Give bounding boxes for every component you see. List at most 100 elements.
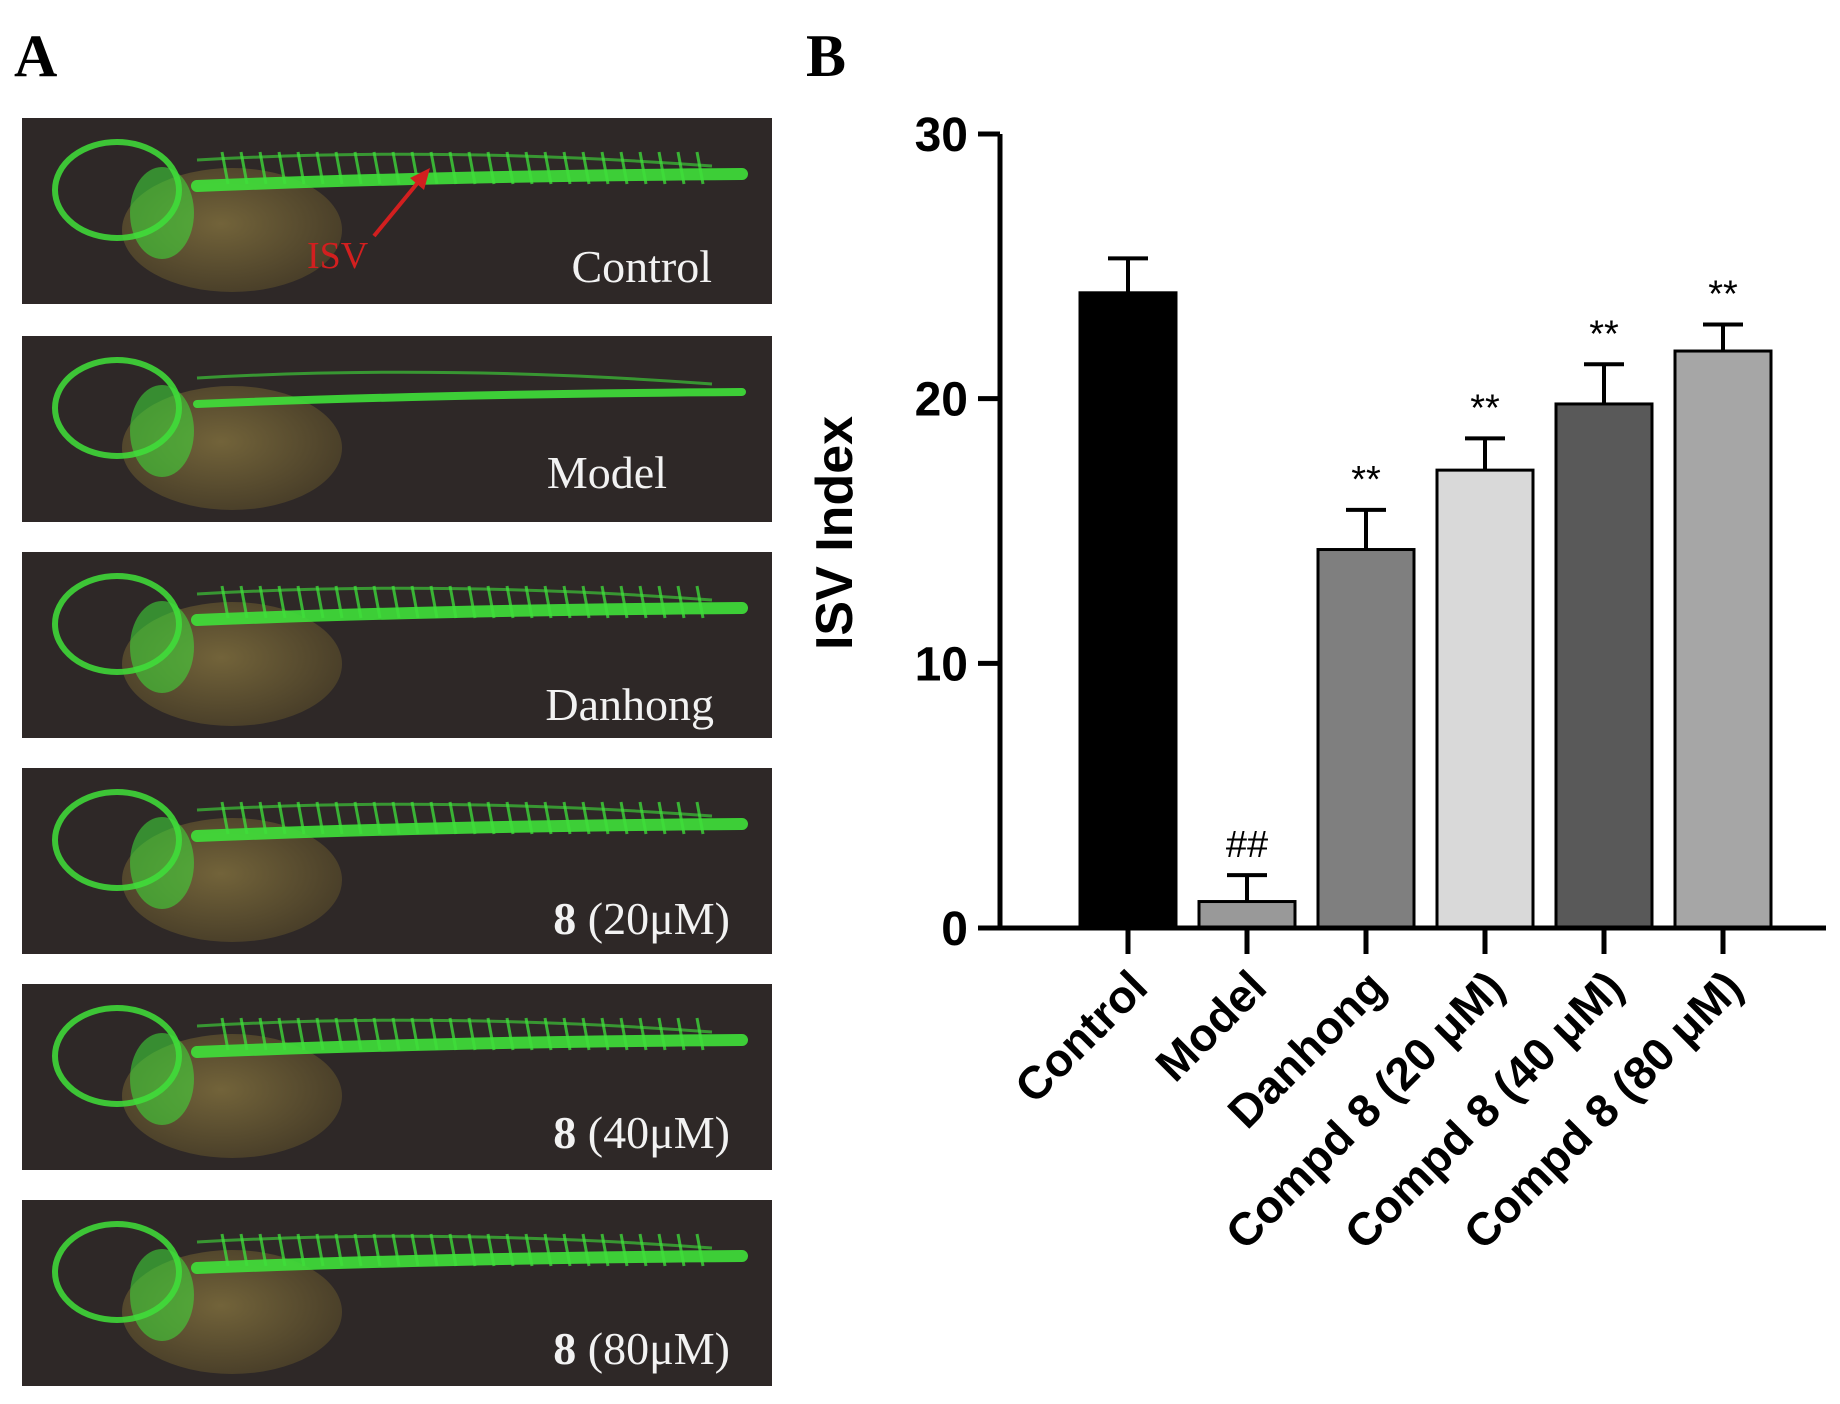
- isv-vessel: [467, 151, 477, 185]
- isv-vessel: [277, 1017, 287, 1051]
- isv-vessel: [638, 1017, 648, 1051]
- isv-vessel: [448, 801, 458, 835]
- isv-vessel: [258, 585, 268, 619]
- isv-vessel: [429, 151, 439, 185]
- isv-vessel: [619, 585, 629, 619]
- isv-vessel: [220, 151, 230, 185]
- isv-vessel: [524, 1233, 534, 1267]
- isv-vessel: [448, 151, 458, 185]
- isv-vessel: [353, 585, 363, 619]
- fish-image-model: Model: [22, 336, 772, 522]
- isv-vessel: [619, 151, 629, 185]
- isv-annotation: ISV: [307, 235, 369, 277]
- dorsal-vessel: [196, 1018, 713, 1034]
- isv-vessel: [524, 585, 534, 619]
- isv-vessel: [581, 1017, 591, 1051]
- isv-vessel: [372, 801, 382, 835]
- isv-vessel: [258, 151, 268, 185]
- isv-vessel: [353, 1233, 363, 1267]
- isv-vessel: [277, 151, 287, 185]
- isv-vessel: [505, 1017, 515, 1051]
- isv-vessel: [467, 585, 477, 619]
- fish-caption-danhong: Danhong: [545, 679, 714, 730]
- isv-vessel: [543, 585, 553, 619]
- isv-vessel: [562, 801, 572, 835]
- heart-region: [130, 1249, 194, 1341]
- isv-vessel: [600, 585, 610, 619]
- heart-region: [130, 167, 194, 259]
- significance-mark: **: [1351, 459, 1381, 501]
- panel-a-label: A: [14, 23, 57, 89]
- isv-vessel: [524, 801, 534, 835]
- isv-vessel: [695, 1017, 705, 1051]
- isv-vessel: [467, 1017, 477, 1051]
- isv-vessel: [315, 151, 325, 185]
- isv-vessel: [619, 1017, 629, 1051]
- isv-vessel: [429, 1017, 439, 1051]
- y-axis: 0 10 20 30: [915, 109, 1003, 956]
- fish-caption-compd8-40: 8 (40μM): [553, 1107, 730, 1158]
- heart-region: [130, 601, 194, 693]
- isv-vessel: [505, 801, 515, 835]
- panel-b-chart: ISV Index 0 10 20 30 ## ** ** ** ** ControlMode…: [806, 109, 1826, 1259]
- isv-vessel: [296, 1017, 306, 1051]
- isv-vessel: [543, 801, 553, 835]
- isv-vessel: [448, 1017, 458, 1051]
- isv-vessel: [638, 151, 648, 185]
- isv-vessel: [353, 801, 363, 835]
- isv-vessel: [505, 1233, 515, 1267]
- bar: [1078, 291, 1178, 930]
- isv-vessel: [220, 1017, 230, 1051]
- dorsal-vessel: [196, 370, 713, 386]
- isv-vessel: [239, 1233, 249, 1267]
- isv-vessel: [486, 801, 496, 835]
- dorsal-vessel: [196, 152, 713, 168]
- isv-vessel: [505, 151, 515, 185]
- isv-vessel: [676, 151, 686, 185]
- heart-region: [130, 817, 194, 909]
- zebrafish-compd8-20-drawing: [52, 789, 748, 942]
- isv-vessel: [695, 1233, 705, 1267]
- isv-vessel: [505, 585, 515, 619]
- isv-vessel: [600, 151, 610, 185]
- isv-vessel: [524, 1017, 534, 1051]
- isv-vessel: [543, 1017, 553, 1051]
- dorsal-vessel: [196, 802, 713, 818]
- isv-vessel: [467, 1233, 477, 1267]
- y-tick-label: 0: [941, 903, 968, 956]
- isv-vessel: [372, 1017, 382, 1051]
- isv-vessel: [220, 585, 230, 619]
- fish-image-danhong: Danhong: [22, 552, 772, 738]
- isv-vessel: [277, 1233, 287, 1267]
- significance-mark: **: [1708, 274, 1738, 316]
- zebrafish-model-drawing: [52, 357, 746, 510]
- isv-vessel: [486, 1017, 496, 1051]
- isv-vessel: [638, 585, 648, 619]
- fish-image-compd8-80: 8 (80μM): [22, 1200, 772, 1386]
- x-tick-label: Control: [1005, 960, 1157, 1112]
- isv-vessel: [315, 801, 325, 835]
- fish-caption-compd8-20: 8 (20μM): [553, 893, 730, 944]
- fish-image-compd8-20: 8 (20μM): [22, 768, 772, 954]
- isv-vessel: [600, 1233, 610, 1267]
- isv-vessel: [410, 585, 420, 619]
- dorsal-vessel: [196, 586, 713, 602]
- isv-vessel: [277, 801, 287, 835]
- isv-vessel: [315, 1233, 325, 1267]
- zebrafish-compd8-40-drawing: [52, 1005, 748, 1158]
- isv-vessel: [353, 1017, 363, 1051]
- isv-vessel: [220, 801, 230, 835]
- fish-image-compd8-40: 8 (40μM): [22, 984, 772, 1170]
- isv-arrow: [372, 168, 430, 238]
- isv-vessel: [562, 1233, 572, 1267]
- isv-vessel: [296, 585, 306, 619]
- isv-vessel: [391, 1017, 401, 1051]
- isv-vessel: [600, 801, 610, 835]
- bar: [1316, 548, 1416, 930]
- isv-vessel: [467, 801, 477, 835]
- isv-vessel: [657, 1017, 667, 1051]
- isv-vessel: [296, 801, 306, 835]
- isv-vessel: [486, 151, 496, 185]
- isv-vessel: [315, 1017, 325, 1051]
